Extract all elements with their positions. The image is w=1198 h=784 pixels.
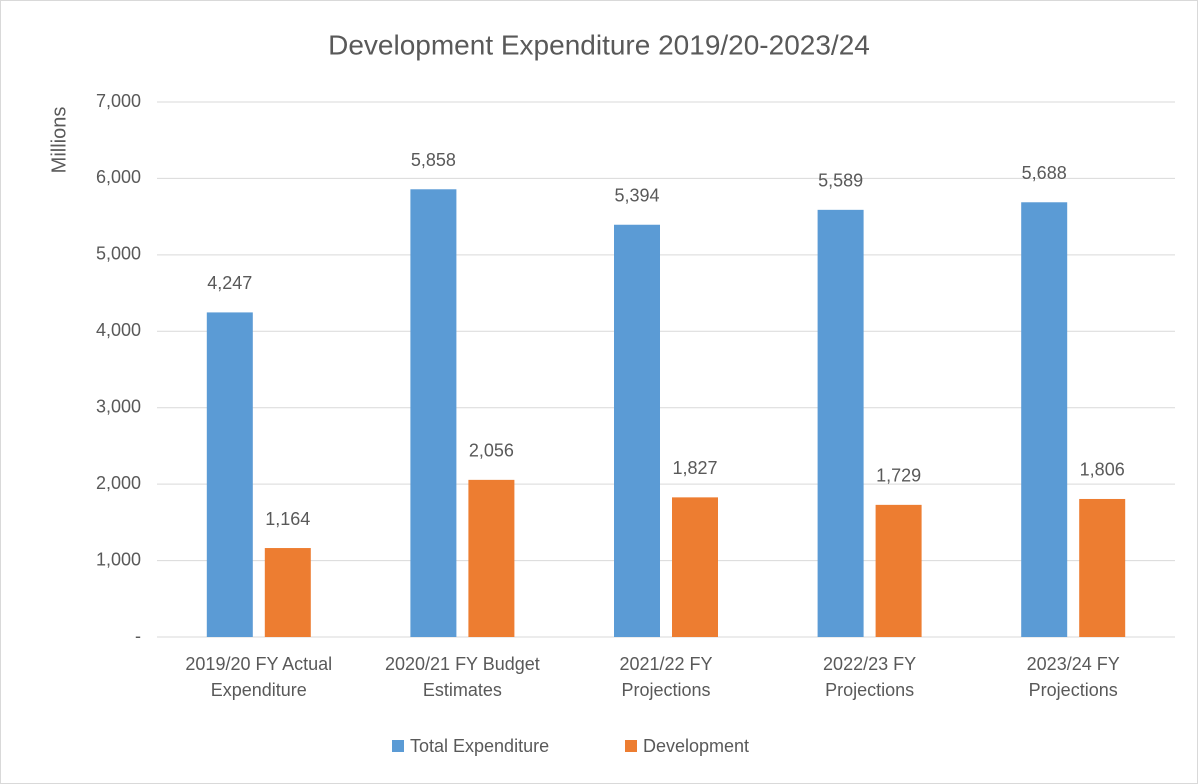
y-tick-label: 3,000 — [96, 396, 141, 416]
bar — [410, 189, 457, 637]
data-label: 5,688 — [1022, 163, 1067, 183]
bar — [264, 548, 311, 637]
data-label: 1,164 — [265, 509, 310, 529]
legend-label: Development — [643, 736, 749, 756]
data-label: 1,827 — [672, 458, 717, 478]
y-tick-label: 6,000 — [96, 167, 141, 187]
y-tick-label: 4,000 — [96, 320, 141, 340]
y-axis-label: Millions — [48, 107, 70, 174]
y-tick-label: - — [135, 626, 141, 646]
legend-swatch — [625, 740, 637, 752]
data-label: 5,858 — [411, 150, 456, 170]
bar — [875, 504, 922, 637]
x-tick-label: 2020/21 FY Budget — [385, 654, 540, 674]
chart-title: Development Expenditure 2019/20-2023/24 — [328, 29, 870, 60]
bar — [1079, 498, 1126, 637]
x-tick-label: Projections — [825, 680, 914, 700]
data-label: 2,056 — [469, 441, 514, 461]
x-tick-label: 2022/23 FY — [823, 654, 916, 674]
x-tick-label: 2019/20 FY Actual — [185, 654, 332, 674]
bar — [468, 479, 515, 637]
data-label: 1,729 — [876, 466, 921, 486]
y-tick-label: 1,000 — [96, 549, 141, 569]
y-tick-label: 5,000 — [96, 244, 141, 264]
bar — [817, 209, 864, 638]
x-tick-label: Estimates — [423, 680, 502, 700]
x-tick-label: Projections — [621, 680, 710, 700]
y-tick-label: 2,000 — [96, 473, 141, 493]
bar — [614, 224, 660, 637]
data-label: 5,394 — [614, 185, 659, 205]
data-label: 4,247 — [207, 273, 252, 293]
x-tick-label: Expenditure — [211, 680, 307, 700]
bar — [206, 312, 253, 637]
data-label: 5,589 — [818, 171, 863, 191]
bar — [672, 497, 718, 637]
legend-swatch — [392, 740, 404, 752]
y-tick-label: 7,000 — [96, 91, 141, 111]
data-label: 1,806 — [1080, 460, 1125, 480]
x-tick-label: 2021/22 FY — [619, 654, 712, 674]
bar — [1021, 202, 1068, 637]
x-tick-label: Projections — [1029, 680, 1118, 700]
x-tick-label: 2023/24 FY — [1027, 654, 1120, 674]
legend-label: Total Expenditure — [410, 736, 549, 756]
